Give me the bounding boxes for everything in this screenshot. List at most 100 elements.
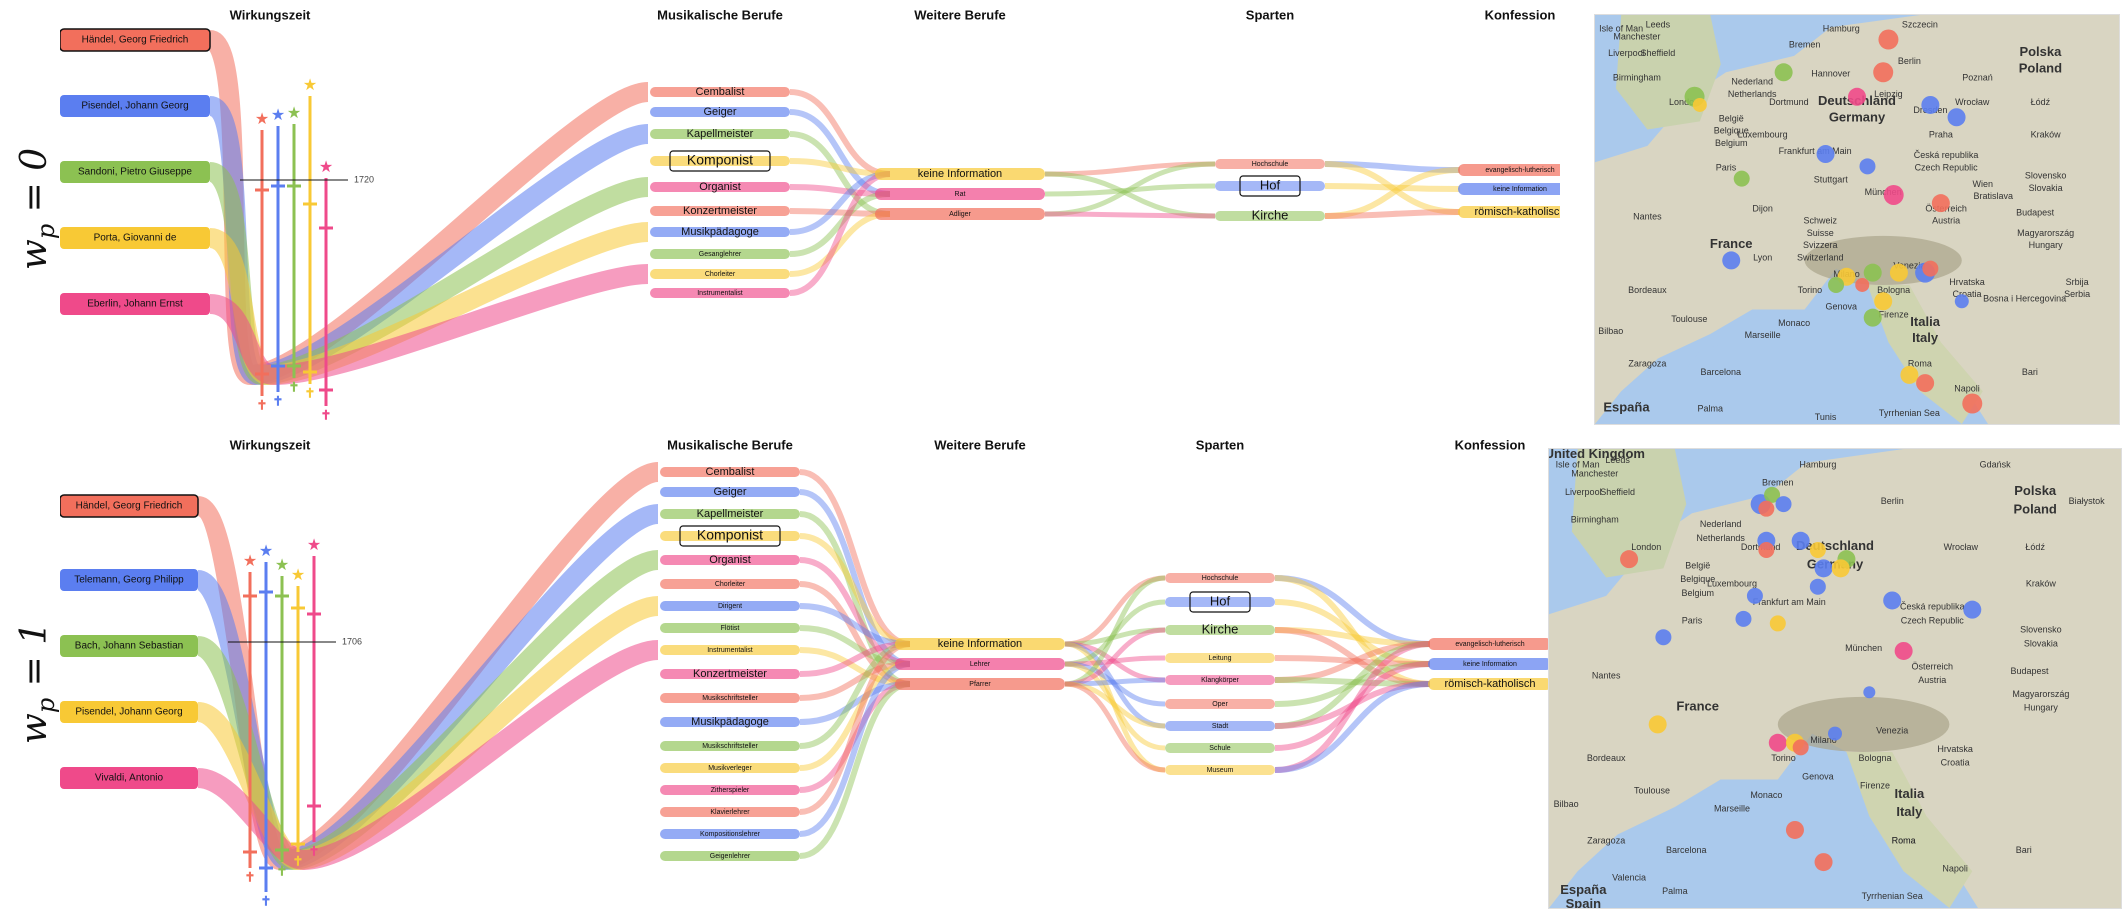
- map-panel-wp1[interactable]: United Kingdom Isle of Man Leeds Liverpool M…: [1548, 448, 2122, 909]
- person-box[interactable]: [60, 569, 198, 591]
- map-place-label: Liverpool: [1565, 487, 1602, 497]
- location-marker[interactable]: [1809, 578, 1826, 595]
- location-marker[interactable]: [1863, 308, 1882, 327]
- location-marker[interactable]: [1889, 263, 1908, 282]
- location-marker[interactable]: [1947, 108, 1966, 127]
- location-marker[interactable]: [1894, 641, 1913, 660]
- map-place-label: Wrocław: [1944, 542, 1979, 552]
- map-place-label: Paris: [1682, 615, 1703, 625]
- location-marker[interactable]: [1769, 615, 1786, 632]
- location-marker[interactable]: [1692, 97, 1707, 112]
- map-place-label: Italia: [1910, 314, 1940, 329]
- column-header: Wirkungszeit: [230, 7, 311, 22]
- location-marker[interactable]: [1963, 600, 1982, 619]
- flow-band: [1064, 575, 1166, 647]
- profession-label: Kapellmeister: [687, 128, 754, 140]
- map-place-label: Srbija: [2066, 277, 2089, 287]
- sector-pill: [1165, 625, 1275, 635]
- location-marker[interactable]: [1785, 820, 1804, 839]
- flow-band: [1064, 681, 1166, 773]
- other-profession-pill: [895, 638, 1065, 650]
- map-place-label: Serbia: [2064, 289, 2090, 299]
- location-marker[interactable]: [1874, 292, 1893, 311]
- death-cross-icon: ✝: [305, 385, 316, 400]
- map-place-label: Roma: [1892, 836, 1916, 846]
- person-box[interactable]: [60, 635, 198, 657]
- location-marker[interactable]: [1648, 715, 1667, 734]
- location-marker[interactable]: [1792, 739, 1809, 756]
- person-label: Sandoni, Pietro Giuseppe: [78, 167, 192, 178]
- map-panel-wp0[interactable]: Leeds Manchester Sheffield Birmingham London…: [1594, 14, 2120, 425]
- location-marker[interactable]: [1620, 550, 1639, 569]
- person-box[interactable]: [60, 767, 198, 789]
- location-marker[interactable]: [1848, 87, 1866, 106]
- map-place-label: Paris: [1716, 162, 1737, 172]
- location-marker[interactable]: [1873, 62, 1894, 83]
- location-marker[interactable]: [1863, 263, 1882, 282]
- location-marker[interactable]: [1859, 158, 1876, 175]
- location-marker[interactable]: [1831, 559, 1850, 578]
- location-marker[interactable]: [1809, 541, 1826, 558]
- profession-pill: [660, 555, 800, 565]
- map-place-label: Slovensko: [2025, 171, 2067, 181]
- location-marker[interactable]: [1735, 610, 1752, 627]
- location-marker[interactable]: [1814, 559, 1833, 578]
- map-place-label: Tyrrhenian Sea: [1862, 891, 1923, 901]
- map-place-label: Toulouse: [1634, 785, 1670, 795]
- location-marker[interactable]: [1921, 95, 1940, 114]
- location-marker[interactable]: [1878, 29, 1899, 50]
- location-marker[interactable]: [1883, 184, 1904, 205]
- map-place-label: Sheffield: [1640, 48, 1675, 58]
- location-marker[interactable]: [1758, 500, 1775, 517]
- map-place-label: Nederland: [1700, 519, 1742, 529]
- map-place-label: Monaco: [1750, 790, 1782, 800]
- map-place-label: Luxembourg: [1707, 579, 1757, 589]
- map-place-label: Dijon: [1752, 203, 1773, 213]
- location-marker[interactable]: [1922, 260, 1939, 277]
- location-marker[interactable]: [1954, 294, 1969, 309]
- row-label-wp0: wp = 0: [14, 147, 61, 270]
- location-marker[interactable]: [1814, 853, 1833, 872]
- person-box[interactable]: [60, 495, 198, 517]
- map-place-label: Wien: [1973, 179, 1994, 189]
- location-marker[interactable]: [1764, 486, 1781, 503]
- map-place-label: Czech Republic: [1901, 615, 1965, 625]
- flow-band: [789, 171, 891, 296]
- location-marker[interactable]: [1791, 531, 1810, 550]
- flow-band: [799, 641, 911, 815]
- location-marker[interactable]: [1855, 277, 1870, 292]
- sector-pill: [1165, 597, 1275, 607]
- map-place-label: Monaco: [1778, 318, 1810, 328]
- location-marker[interactable]: [1828, 276, 1845, 293]
- location-marker[interactable]: [1962, 393, 1983, 414]
- person-box[interactable]: [60, 161, 210, 183]
- location-marker[interactable]: [1828, 726, 1842, 741]
- flow-band: [1044, 161, 1216, 217]
- person-box[interactable]: [60, 95, 210, 117]
- location-marker[interactable]: [1863, 686, 1876, 699]
- map-place-label: Luxembourg: [1738, 130, 1788, 140]
- location-marker[interactable]: [1733, 170, 1750, 187]
- location-marker[interactable]: [1722, 251, 1741, 270]
- location-marker[interactable]: [1758, 541, 1775, 558]
- confession-pill: [1428, 658, 1552, 670]
- location-marker[interactable]: [1931, 194, 1950, 213]
- location-marker[interactable]: [1655, 629, 1672, 646]
- britain-land: [1571, 449, 1687, 578]
- person-box[interactable]: [60, 701, 198, 723]
- location-marker[interactable]: [1746, 587, 1763, 604]
- location-marker[interactable]: [1775, 496, 1792, 513]
- profession-pill: [660, 487, 800, 497]
- person-box[interactable]: [60, 227, 210, 249]
- location-marker[interactable]: [1816, 145, 1835, 164]
- map-place-label: Manchester: [1571, 469, 1618, 479]
- person-box[interactable]: [60, 29, 210, 51]
- map-place-label: Bratislava: [1973, 191, 2013, 201]
- column-header: Sparten: [1196, 437, 1244, 452]
- location-marker[interactable]: [1900, 365, 1919, 384]
- location-marker[interactable]: [1768, 733, 1787, 752]
- person-box[interactable]: [60, 293, 210, 315]
- location-marker[interactable]: [1774, 63, 1793, 82]
- location-marker[interactable]: [1883, 591, 1902, 610]
- location-marker[interactable]: [1916, 374, 1935, 393]
